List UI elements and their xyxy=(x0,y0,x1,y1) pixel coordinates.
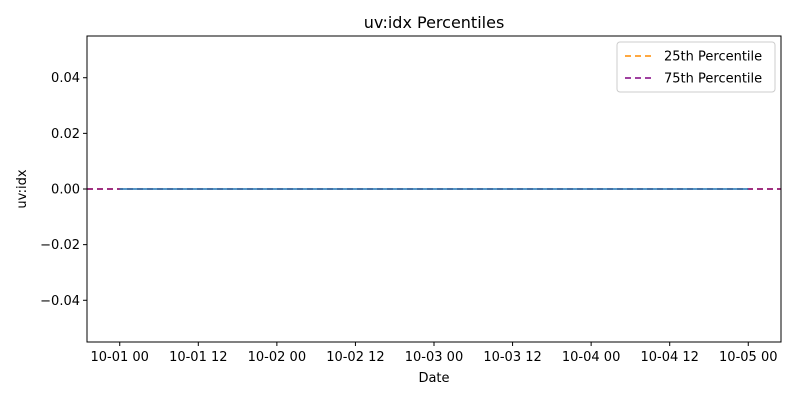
y-axis-label: uv:idx xyxy=(15,169,30,208)
x-axis-label: Date xyxy=(418,371,449,386)
x-tick-label: 10-01 00 xyxy=(91,350,149,365)
x-tick-label: 10-03 00 xyxy=(405,350,463,365)
y-tick-label: 0.00 xyxy=(51,183,80,198)
y-tick-label: −0.04 xyxy=(40,294,80,309)
y-tick-label: 0.02 xyxy=(51,127,80,142)
x-tick-label: 10-02 00 xyxy=(248,350,306,365)
y-tick-label: 0.04 xyxy=(51,71,80,86)
x-tick-label: 10-03 12 xyxy=(483,350,541,365)
x-tick-label: 10-04 12 xyxy=(640,350,698,365)
x-tick-label: 10-05 00 xyxy=(719,350,777,365)
legend-label: 75th Percentile xyxy=(664,72,762,87)
y-tick-label: −0.02 xyxy=(40,238,80,253)
chart-title: uv:idx Percentiles xyxy=(364,13,505,32)
x-tick-label: 10-01 12 xyxy=(169,350,227,365)
legend: 25th Percentile 75th Percentile xyxy=(616,41,776,93)
legend-box xyxy=(616,41,776,93)
plot-area: 0.04 0.02 0.00 −0.02 −0.04 10-01 00 10-01 12 10… xyxy=(40,35,782,365)
x-tick-label: 10-02 12 xyxy=(326,350,384,365)
legend-label: 25th Percentile xyxy=(664,50,762,65)
x-tick-label: 10-04 00 xyxy=(562,350,620,365)
